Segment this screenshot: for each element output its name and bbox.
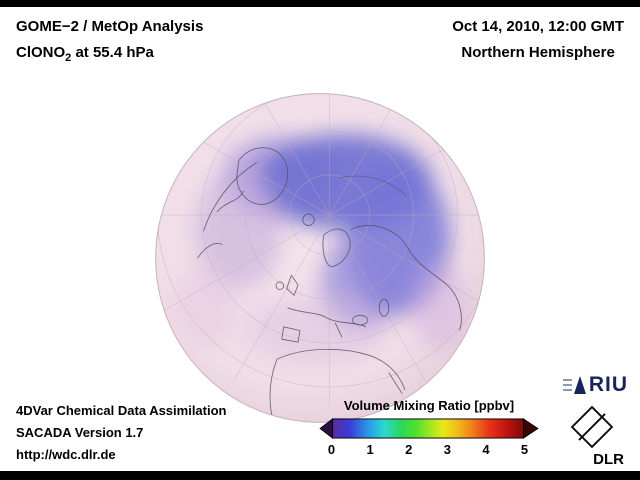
version-label: SACADA Version 1.7 (16, 425, 144, 440)
header-left: GOME−2 / MetOp Analysis ClONO2 at 55.4 h… (16, 14, 203, 71)
tick-4: 4 (482, 442, 490, 457)
colorbar-left-arrow (319, 418, 334, 439)
species-name: ClONO (16, 44, 66, 61)
tick-3: 3 (443, 442, 452, 457)
riu-logo: RIU (562, 372, 628, 398)
colorbar-gradient (319, 418, 539, 439)
tick-2: 2 (405, 442, 413, 457)
globe-map (148, 86, 492, 430)
dlr-logo: DLR (554, 404, 630, 468)
assimilation-label: 4DVar Chemical Data Assimilation (16, 403, 227, 418)
tick-1: 1 (366, 442, 374, 457)
coastlines (197, 147, 462, 423)
colorbar-ticks: 0 1 2 3 4 5 (318, 442, 540, 458)
top-black-bar (0, 0, 640, 7)
bottom-black-bar (0, 471, 640, 480)
analysis-title: GOME−2 / MetOp Analysis (16, 18, 204, 35)
colorbar-right-arrow (523, 418, 539, 439)
url-label: http://wdc.dlr.de (16, 447, 116, 462)
datetime-label: Oct 14, 2010, 12:00 GMT (452, 18, 624, 35)
colorbar-bar (332, 418, 524, 439)
globe-rim (155, 93, 485, 423)
dlr-logo-icon (570, 405, 614, 449)
pressure-level: at 55.4 hPa (71, 44, 154, 61)
riu-logo-icon (562, 376, 586, 394)
species-subscript: 2 (65, 52, 72, 64)
footer-credits: 4DVar Chemical Data Assimilation SACADA … (16, 400, 227, 466)
colorbar: Volume Mixing Ratio [ppbv] 0 (318, 398, 540, 458)
tick-0: 0 (327, 442, 336, 457)
colorbar-title: Volume Mixing Ratio [ppbv] (343, 398, 515, 413)
dlr-logo-text: DLR (593, 451, 624, 468)
riu-logo-text: RIU (588, 373, 628, 396)
tick-5: 5 (520, 442, 529, 457)
mixing-ratio-overlay (172, 133, 469, 365)
header-right: Oct 14, 2010, 12:00 GMT Northern Hemisph… (452, 14, 624, 66)
hemisphere-label: Northern Hemisphere (461, 44, 615, 61)
species-level-label: ClONO2 at 55.4 hPa (16, 40, 203, 71)
globe-svg (155, 93, 485, 423)
